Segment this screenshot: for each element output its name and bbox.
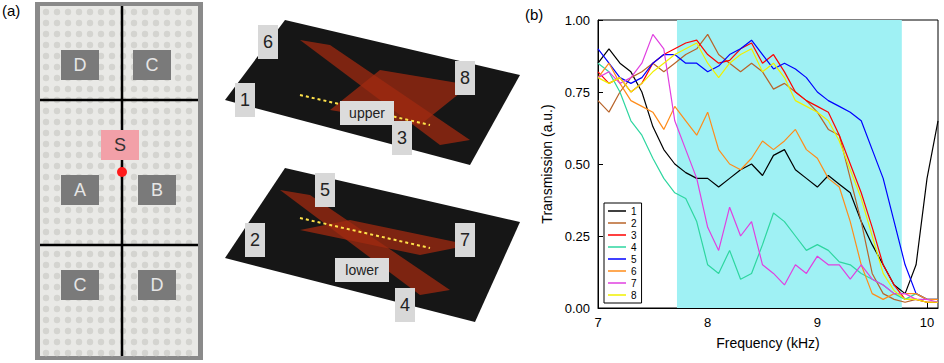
svg-text:0.50: 0.50 (565, 157, 590, 172)
svg-text:3: 3 (631, 230, 637, 241)
svg-text:8: 8 (460, 68, 470, 88)
svg-text:4: 4 (631, 242, 637, 253)
svg-text:Transmission (a.u.): Transmission (a.u.) (539, 104, 555, 223)
svg-text:0.75: 0.75 (565, 85, 590, 100)
svg-text:2: 2 (631, 218, 637, 229)
svg-text:8: 8 (631, 290, 637, 301)
svg-text:7: 7 (594, 315, 601, 330)
svg-text:6: 6 (263, 32, 273, 52)
svg-text:C: C (146, 55, 159, 75)
svg-text:6: 6 (631, 266, 637, 277)
svg-text:D: D (74, 55, 87, 75)
svg-text:B: B (151, 180, 163, 200)
svg-text:5: 5 (631, 254, 637, 265)
svg-text:1.00: 1.00 (565, 13, 590, 28)
svg-text:C: C (74, 275, 87, 295)
svg-text:(b): (b) (525, 6, 543, 23)
svg-text:0.00: 0.00 (565, 301, 590, 316)
svg-text:A: A (74, 180, 86, 200)
svg-text:upper: upper (349, 105, 385, 121)
svg-text:lower: lower (345, 262, 379, 278)
svg-text:2: 2 (250, 230, 260, 250)
svg-text:S: S (114, 135, 126, 155)
svg-text:5: 5 (320, 180, 330, 200)
svg-text:10: 10 (920, 315, 934, 330)
svg-text:7: 7 (631, 278, 637, 289)
svg-text:4: 4 (400, 295, 410, 315)
svg-text:8: 8 (704, 315, 711, 330)
svg-text:D: D (151, 275, 164, 295)
svg-text:1: 1 (631, 206, 637, 217)
svg-text:7: 7 (460, 230, 470, 250)
svg-text:Frequency (kHz): Frequency (kHz) (716, 335, 819, 351)
svg-text:1: 1 (240, 90, 250, 110)
svg-text:3: 3 (397, 128, 407, 148)
svg-text:(a): (a) (2, 2, 20, 19)
svg-text:9: 9 (814, 315, 821, 330)
svg-text:0.25: 0.25 (565, 229, 590, 244)
